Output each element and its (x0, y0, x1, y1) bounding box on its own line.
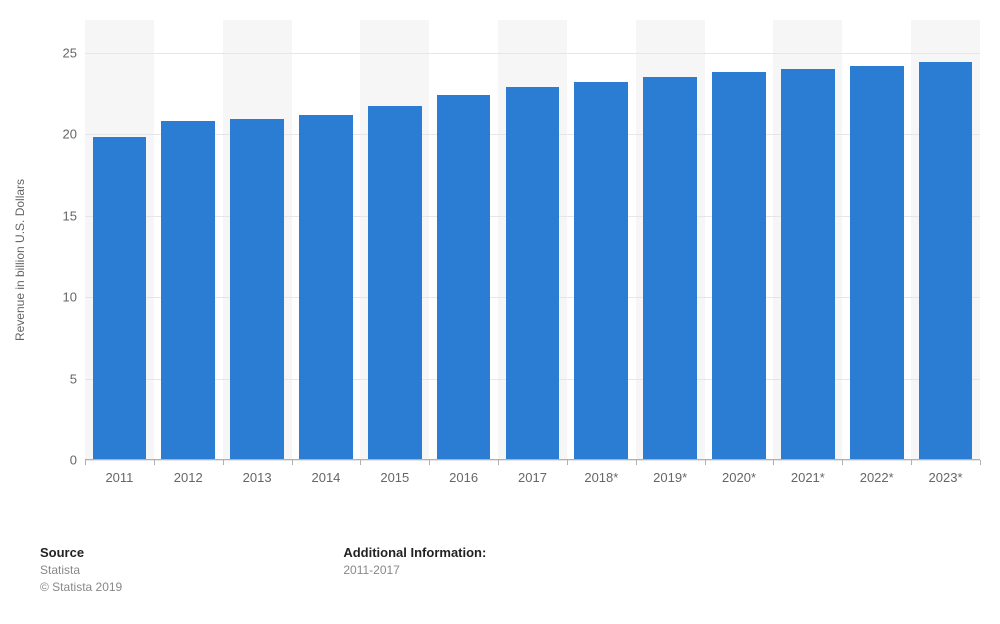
x-tick-label: 2016 (449, 460, 478, 485)
bar-slot: 2020* (705, 20, 774, 460)
x-axis-line (85, 459, 980, 460)
x-tick (773, 460, 774, 465)
additional-info-title: Additional Information: (343, 545, 486, 560)
bar-slot: 2018* (567, 20, 636, 460)
bar-slot: 2015 (360, 20, 429, 460)
x-tick-label: 2019* (653, 460, 687, 485)
bar (850, 66, 904, 460)
y-tick-label: 10 (63, 290, 85, 305)
bar (506, 87, 560, 460)
bar-slot: 2011 (85, 20, 154, 460)
x-tick (911, 460, 912, 465)
y-tick-label: 0 (70, 453, 85, 468)
x-tick-label: 2022* (860, 460, 894, 485)
bar (161, 121, 215, 460)
x-tick-label: 2020* (722, 460, 756, 485)
x-tick-label: 2018* (584, 460, 618, 485)
x-tick-label: 2013 (243, 460, 272, 485)
bar-slot: 2013 (223, 20, 292, 460)
x-tick-label: 2021* (791, 460, 825, 485)
y-tick-label: 25 (63, 45, 85, 60)
additional-info-text: 2011-2017 (343, 562, 486, 579)
bar-slot: 2022* (842, 20, 911, 460)
x-tick (636, 460, 637, 465)
x-tick (223, 460, 224, 465)
revenue-chart: Revenue in billion U.S. Dollars 05101520… (30, 10, 990, 510)
bar (93, 137, 147, 460)
bar-slot: 2014 (292, 20, 361, 460)
x-tick (429, 460, 430, 465)
bar (230, 119, 284, 460)
x-tick (360, 460, 361, 465)
x-tick (567, 460, 568, 465)
bar-slot: 2017 (498, 20, 567, 460)
x-tick (498, 460, 499, 465)
chart-footer: Source Statista © Statista 2019 Addition… (40, 545, 960, 596)
y-tick-label: 20 (63, 127, 85, 142)
bar (643, 77, 697, 460)
plot-area: 0510152025 20112012201320142015201620172… (85, 20, 980, 460)
x-tick (705, 460, 706, 465)
x-tick (292, 460, 293, 465)
source-title: Source (40, 545, 340, 560)
y-axis-label: Revenue in billion U.S. Dollars (13, 179, 27, 341)
copyright: © Statista 2019 (40, 579, 340, 596)
y-tick-label: 15 (63, 208, 85, 223)
bar (919, 62, 973, 460)
x-tick-label: 2023* (929, 460, 963, 485)
x-tick (980, 460, 981, 465)
x-tick-label: 2011 (105, 460, 133, 485)
bar (299, 115, 353, 460)
bar-slot: 2016 (429, 20, 498, 460)
bar (368, 106, 422, 460)
bar (781, 69, 835, 460)
y-tick-label: 5 (70, 371, 85, 386)
x-tick (85, 460, 86, 465)
bar-slot: 2021* (773, 20, 842, 460)
x-tick-label: 2014 (311, 460, 340, 485)
x-tick-label: 2017 (518, 460, 547, 485)
source-name: Statista (40, 562, 340, 579)
bar (437, 95, 491, 460)
bars-group: 20112012201320142015201620172018*2019*20… (85, 20, 980, 460)
bar-slot: 2019* (636, 20, 705, 460)
x-tick-label: 2015 (380, 460, 409, 485)
x-tick (154, 460, 155, 465)
bar (574, 82, 628, 460)
bar (712, 72, 766, 460)
bar-slot: 2012 (154, 20, 223, 460)
bar-slot: 2023* (911, 20, 980, 460)
x-tick (842, 460, 843, 465)
x-tick-label: 2012 (174, 460, 203, 485)
